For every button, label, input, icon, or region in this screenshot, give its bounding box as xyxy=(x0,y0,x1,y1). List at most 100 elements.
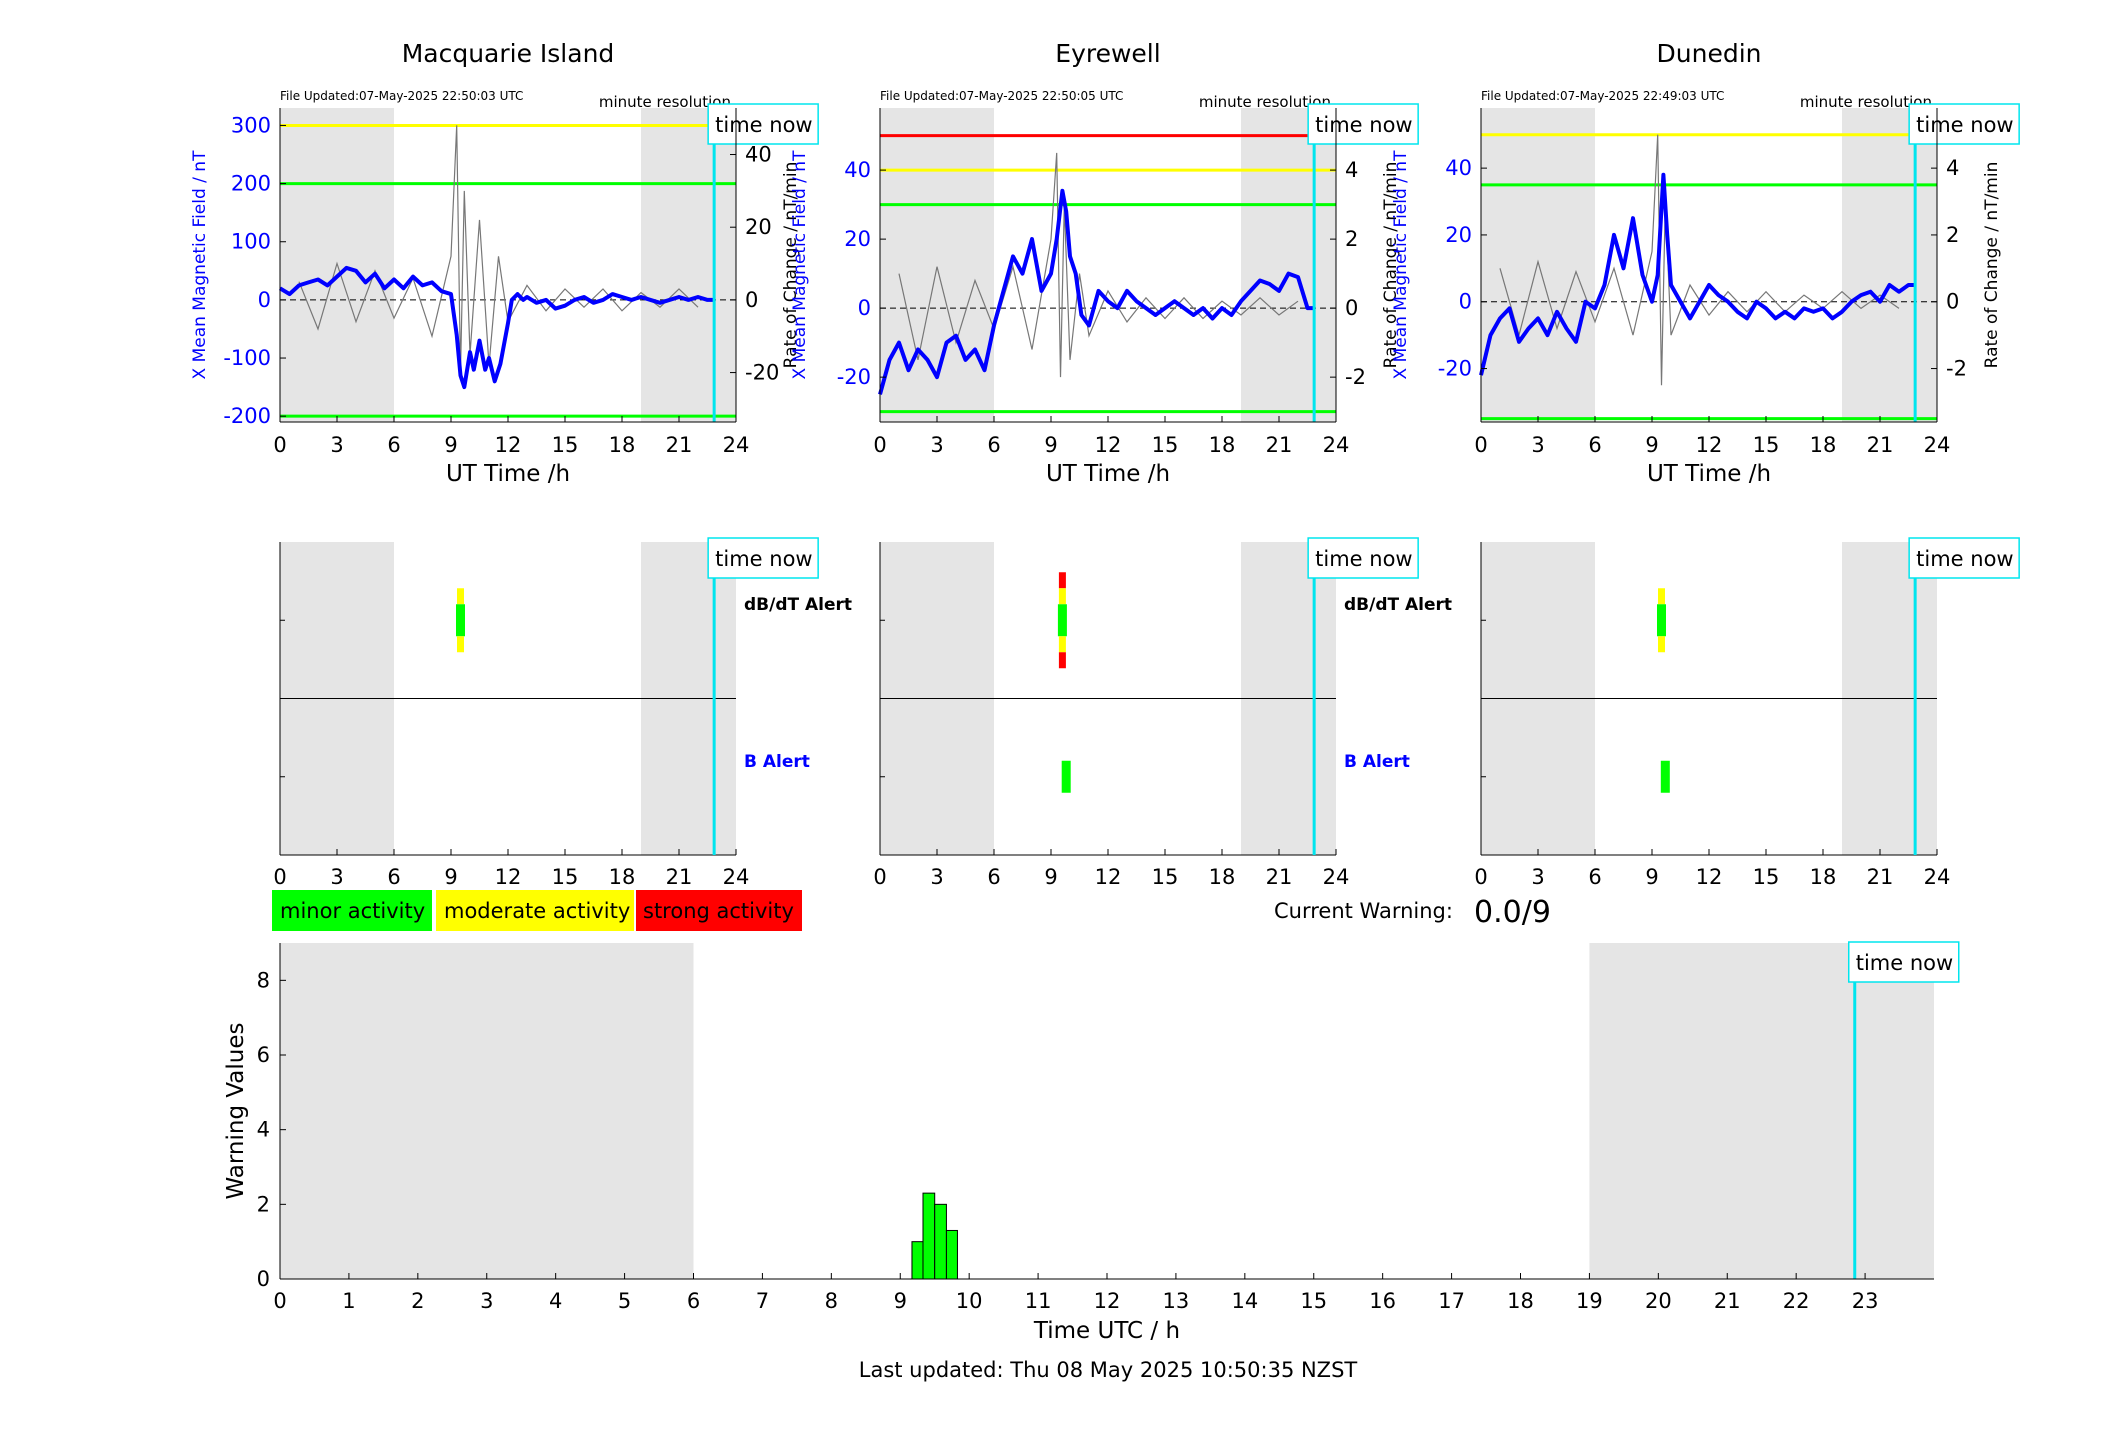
x-tick-label: 3 xyxy=(1531,433,1544,457)
x-tick-label: 0 xyxy=(1474,865,1487,889)
y2-tick-label: 0 xyxy=(745,288,758,312)
x-tick-label: 3 xyxy=(330,433,343,457)
station-panel-1: Macquarie Island File Updated:07-May-2025… xyxy=(190,39,819,487)
x-tick-label: 9 xyxy=(1044,865,1057,889)
legend-minor-label: minor activity xyxy=(280,899,425,923)
y2-tick-label: 0 xyxy=(1946,290,1959,314)
legend-strong-label: strong activity xyxy=(643,899,794,923)
x-tick-label: 12 xyxy=(1094,1289,1121,1313)
y2-tick-label: 0 xyxy=(1345,296,1358,320)
x-tick-label: 5 xyxy=(618,1289,631,1313)
x-tick-label: 9 xyxy=(1645,865,1658,889)
x-axis-label: UT Time /h xyxy=(1046,461,1170,487)
x-tick-label: 1 xyxy=(342,1289,355,1313)
x-tick-label: 21 xyxy=(1266,433,1293,457)
warning-bar xyxy=(922,1192,936,1280)
y-tick-label: 20 xyxy=(1445,223,1472,247)
y-tick-label: 0 xyxy=(257,1267,270,1291)
y-tick-label: 20 xyxy=(844,227,871,251)
legend-moderate-swatch xyxy=(436,890,634,931)
minute-resolution-label: minute resolution xyxy=(1800,93,1932,111)
x-tick-label: 10 xyxy=(956,1289,983,1313)
alert-panel-1: time now dB/dT Alert B Alert 0 3 6 9 12 15 18 21 24 xyxy=(273,537,852,889)
x-tick-label: 16 xyxy=(1369,1289,1396,1313)
y-tick-label: 2 xyxy=(257,1192,270,1216)
x-tick-label: 24 xyxy=(1323,433,1350,457)
x-tick-label: 4 xyxy=(549,1289,562,1313)
x-tick-label: 20 xyxy=(1645,1289,1672,1313)
y-tick-label: -20 xyxy=(1438,357,1472,381)
x-axis-label: Time UTC / h xyxy=(1033,1318,1180,1344)
file-updated: File Updated:07-May-2025 22:49:03 UTC xyxy=(1481,89,1724,103)
y2-axis-label: Rate of Change / nT/min xyxy=(1982,162,2002,369)
x-tick-label: 23 xyxy=(1852,1289,1879,1313)
x-tick-label: 15 xyxy=(552,433,579,457)
x-tick-label: 15 xyxy=(1753,865,1780,889)
x-tick-label: 12 xyxy=(495,865,522,889)
x-tick-label: 19 xyxy=(1576,1289,1603,1313)
file-updated: File Updated:07-May-2025 22:50:03 UTC xyxy=(280,89,523,103)
x-tick-label: 0 xyxy=(273,865,286,889)
y2-tick-label: -20 xyxy=(745,361,779,385)
current-warning-label: Current Warning: xyxy=(1274,899,1453,923)
x-tick-label: 24 xyxy=(723,865,750,889)
x-tick-label: 17 xyxy=(1438,1289,1465,1313)
alert-panel-3: time now 0 3 6 9 12 15 18 21 24 xyxy=(1474,537,2020,889)
x-tick-label: 2 xyxy=(411,1289,424,1313)
x-tick-label: 15 xyxy=(1753,433,1780,457)
x-tick-label: 0 xyxy=(273,433,286,457)
time-now-label: time now xyxy=(1916,113,2013,137)
x-tick-label: 6 xyxy=(387,433,400,457)
x-tick-label: 15 xyxy=(1152,433,1179,457)
last-updated: Last updated: Thu 08 May 2025 10:50:35 N… xyxy=(859,1358,1358,1382)
y-tick-label: -200 xyxy=(223,404,271,428)
night-shading xyxy=(280,943,694,1279)
x-tick-label: 7 xyxy=(756,1289,769,1313)
dbdt-alert-mark xyxy=(1658,588,1665,605)
magnetic-field-series xyxy=(1479,172,1916,376)
b-alert-mark xyxy=(1061,760,1071,793)
x-tick-label: 18 xyxy=(609,433,636,457)
legend-minor-swatch xyxy=(272,890,432,931)
y2-tick-label: 2 xyxy=(1345,227,1358,251)
y-tick-label: 100 xyxy=(231,230,271,254)
x-tick-label: 18 xyxy=(609,865,636,889)
y-tick-label: -100 xyxy=(223,346,271,370)
b-alert-label: B Alert xyxy=(744,752,810,772)
y-tick-label: 0 xyxy=(258,288,271,312)
x-tick-label: 0 xyxy=(273,1289,286,1313)
minute-resolution-label: minute resolution xyxy=(1199,93,1331,111)
x-tick-label: 9 xyxy=(444,433,457,457)
x-tick-label: 0 xyxy=(873,433,886,457)
x-tick-label: 24 xyxy=(1323,865,1350,889)
activity-legend: minor activity moderate activity strong … xyxy=(272,890,802,931)
time-now-box xyxy=(707,103,819,145)
file-updated: File Updated:07-May-2025 22:50:05 UTC xyxy=(880,89,1123,103)
dbdt-alert-mark xyxy=(1058,572,1066,589)
dbdt-alert-mark xyxy=(1058,588,1066,605)
time-now-label: time now xyxy=(1315,547,1412,571)
time-now-box xyxy=(707,537,819,579)
y2-axis-label: Rate of Change / nT/min xyxy=(1381,162,1401,369)
x-tick-label: 6 xyxy=(1588,433,1601,457)
y2-tick-label: 20 xyxy=(745,215,772,239)
x-tick-label: 3 xyxy=(1531,865,1544,889)
y2-tick-label: 40 xyxy=(745,143,772,167)
time-now-label: time now xyxy=(1315,113,1412,137)
x-tick-label: 24 xyxy=(1924,865,1951,889)
warning-bar xyxy=(934,1203,947,1280)
x-tick-label: 24 xyxy=(1924,433,1951,457)
alert-panels: time now dB/dT Alert B Alert 0 3 6 9 12 15 18 21 24… xyxy=(273,537,2020,889)
legend-moderate-label: moderate activity xyxy=(444,899,630,923)
current-warning-value: 0.0/9 xyxy=(1474,895,1551,930)
time-now-label: time now xyxy=(715,113,812,137)
time-now-box xyxy=(1307,537,1419,579)
magnetic-field-series xyxy=(278,265,715,390)
dbdt-alert-label: dB/dT Alert xyxy=(744,595,852,615)
y-axis-label: X Mean Magnetic Field / nT xyxy=(1391,150,1411,380)
y2-tick-label: 4 xyxy=(1946,156,1959,180)
station-panel-3: Dunedin File Updated:07-May-2025 22:49:03… xyxy=(1391,39,2020,487)
x-tick-label: 0 xyxy=(1474,433,1487,457)
